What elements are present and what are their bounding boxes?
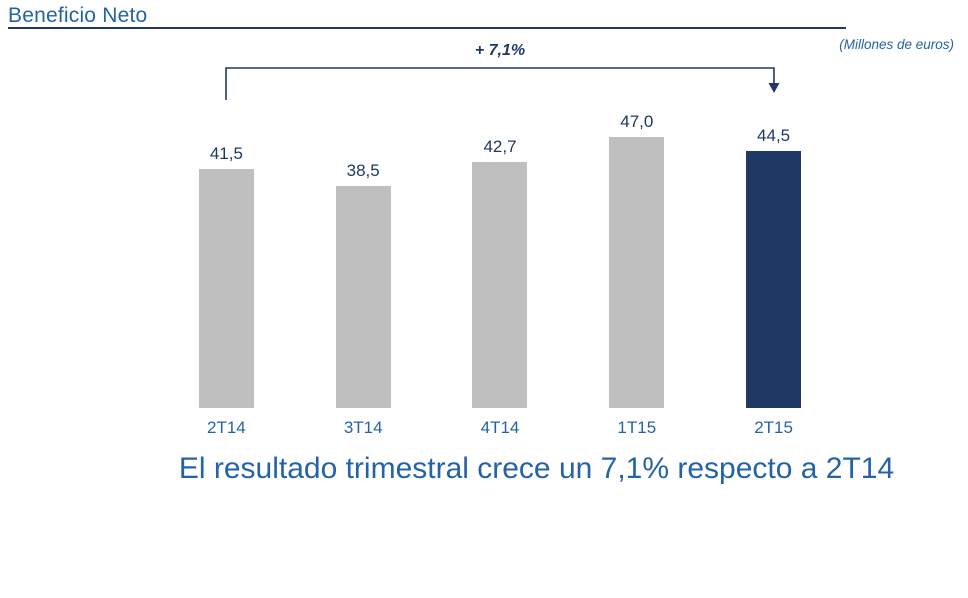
bar-group: 38,5 3T14 [295, 112, 432, 438]
bar [746, 151, 802, 408]
growth-annotation-label: + 7,1% [474, 42, 526, 59]
bar-category-label: 3T14 [343, 418, 383, 437]
bar-group: 47,0 1T15 [568, 112, 705, 438]
bar-category-label: 2T14 [207, 418, 246, 437]
bar [472, 162, 528, 408]
bar-value-label: 47,0 [620, 112, 654, 131]
page-title: Beneficio Neto [8, 4, 148, 27]
units-note: (Millones de euros) [839, 37, 954, 52]
bar-group: 44,5 2T15 [705, 112, 842, 438]
bar-category-label: 2T15 [754, 418, 793, 437]
bar-value-label: 44,5 [757, 126, 791, 145]
bar-chart: 41,5 2T14 38,5 3T14 42,7 4T14 47,0 1T15 44,5 2T15 [158, 112, 842, 438]
bar-category-label: 4T14 [480, 418, 520, 437]
bar-value-label: 41,5 [209, 144, 243, 163]
bar [335, 186, 391, 408]
bar-value-label: 38,5 [346, 161, 380, 180]
bar-category-label: 1T15 [617, 418, 657, 437]
title-underline [8, 27, 846, 29]
footer-message: El resultado trimestral crece un 7,1% re… [178, 452, 895, 485]
bar-group: 41,5 2T14 [158, 112, 295, 438]
bar-value-label: 42,7 [483, 137, 517, 156]
bar [198, 169, 254, 408]
bar [609, 137, 665, 408]
bar-group: 42,7 4T14 [432, 112, 569, 438]
